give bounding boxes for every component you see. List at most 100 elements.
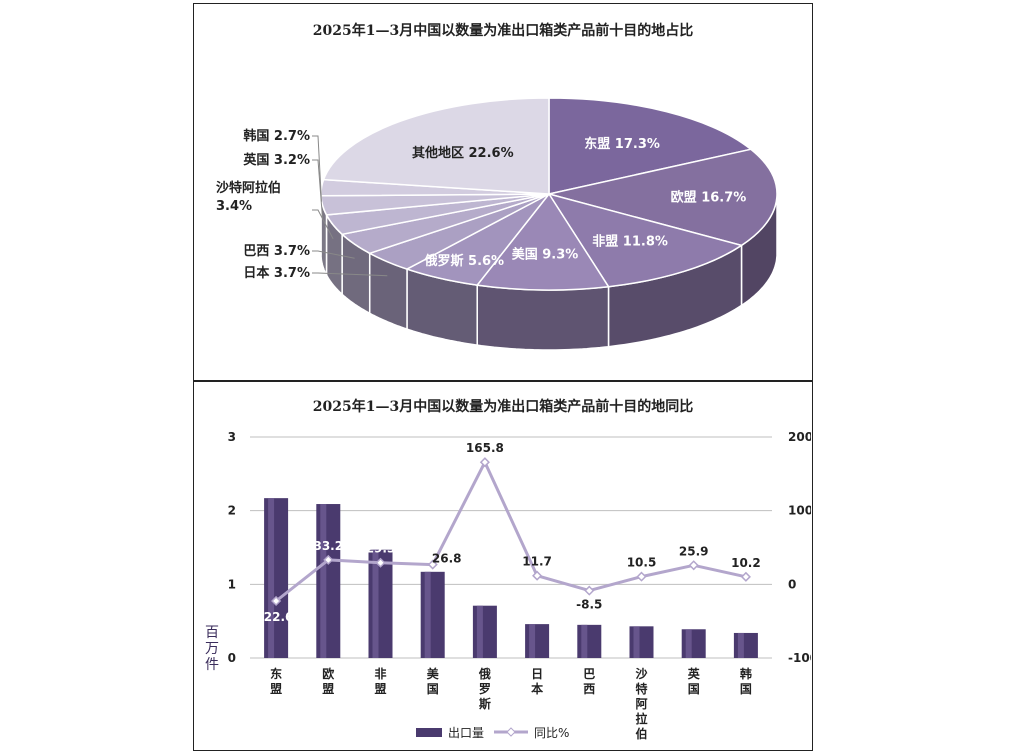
- yoy-marker-沙特阿拉伯: [636, 571, 647, 582]
- bar-highlight-日本: [529, 624, 536, 658]
- bar-highlight-巴西: [581, 624, 588, 658]
- yoy-marker-非盟: [375, 557, 386, 568]
- x-label-俄罗斯: 罗: [479, 681, 491, 696]
- x-label-日本: 本: [531, 681, 543, 696]
- legend-bar-label: 出口量: [448, 726, 484, 740]
- pie-leader-巴西: [312, 250, 355, 259]
- x-label-欧盟: 欧: [322, 666, 334, 681]
- bar-highlight-英国: [685, 629, 692, 658]
- y-axis-label-char: 百: [205, 625, 219, 641]
- x-label-沙特阿拉伯: 阿: [635, 697, 647, 711]
- pie-chart: 东盟 17.3% 欧盟 16.7% 非盟 11.8% 美国 9.3% 俄罗斯 5.6% 日…: [216, 97, 778, 351]
- pie-label-美国: 美国 9.3%: [512, 247, 579, 263]
- yoy-label-沙特阿拉伯: 10.5: [627, 556, 657, 570]
- pie-label-其他地区: 其他地区 22.6%: [412, 145, 514, 161]
- pie-label-英国: 英国 3.2%: [242, 152, 310, 168]
- y-axis-label-char: 万: [205, 641, 219, 657]
- pie-label-俄罗斯: 俄罗斯 5.6%: [424, 253, 505, 269]
- pie-slice-欧盟: [548, 148, 778, 247]
- bar-沙特阿拉伯: [629, 626, 654, 658]
- pie-label-非盟: 非盟 11.8%: [592, 233, 668, 249]
- y-tick-1: 1: [228, 577, 236, 591]
- yoy-line: [275, 460, 747, 603]
- pie-leader-沙特阿拉伯: [312, 209, 334, 240]
- x-label-巴西: 巴: [583, 667, 595, 681]
- yoy-label-英国: 25.9: [679, 544, 709, 558]
- x-label-巴西: 西: [583, 682, 595, 696]
- yoy-marker-欧盟: [323, 554, 334, 565]
- bar-highlight-沙特阿拉伯: [633, 626, 640, 658]
- y2-tick-200: 200: [788, 430, 811, 444]
- bar-英国: [681, 629, 706, 658]
- bar-俄罗斯: [472, 605, 497, 658]
- pie-label-欧盟: 欧盟 16.7%: [671, 190, 747, 206]
- x-label-欧盟: 盟: [322, 682, 334, 696]
- yoy-marker-日本: [532, 570, 543, 581]
- bar-美国: [420, 571, 445, 658]
- legend-bar-swatch: [416, 728, 442, 737]
- x-label-韩国: 韩: [740, 666, 752, 681]
- pie-leader-日本: [312, 272, 388, 277]
- bar-highlight-东盟: [268, 498, 275, 658]
- pie-slice-非盟: [547, 192, 744, 288]
- y2-tick-100: 100: [788, 504, 811, 518]
- bar-highlight-俄罗斯: [476, 605, 483, 658]
- pie-leader-韩国: [312, 135, 322, 202]
- yoy-label-日本: 11.7: [522, 555, 552, 569]
- yoy-label-俄罗斯: 165.8: [466, 441, 504, 455]
- pie-label-日本: 日本 3.7%: [243, 265, 310, 281]
- legend-line-marker: [506, 727, 516, 737]
- bar-欧盟: [316, 504, 341, 658]
- x-label-日本: 日: [531, 667, 543, 681]
- pie-label-沙特阿拉伯-line1: 3.4%: [216, 199, 252, 214]
- yoy-marker-俄罗斯: [479, 457, 490, 468]
- bar-highlight-欧盟: [320, 504, 327, 658]
- yoy-label-巴西: -8.5: [576, 598, 602, 612]
- bar-highlight-非盟: [372, 549, 379, 658]
- x-label-俄罗斯: 俄: [478, 666, 491, 681]
- pie-label-韩国: 韩国 2.7%: [243, 128, 310, 144]
- y-tick-2: 2: [228, 504, 236, 518]
- bar-highlight-韩国: [737, 632, 744, 658]
- bar-日本: [525, 624, 550, 658]
- yoy-label-欧盟: 33.2: [313, 539, 343, 553]
- x-label-非盟: 盟: [374, 682, 386, 696]
- pie-slice-美国: [475, 192, 610, 291]
- yoy-marker-东盟: [271, 595, 282, 607]
- x-label-美国: 国: [427, 682, 439, 696]
- x-label-非盟: 非: [374, 666, 386, 681]
- pie-slice-其他地区: [322, 97, 550, 195]
- y2-tick-0: 0: [788, 577, 796, 591]
- y2-tick--100: -100: [788, 651, 811, 665]
- y-tick-0: 0: [228, 651, 236, 665]
- yoy-label-东盟: -22.6: [259, 610, 294, 624]
- y-axis-label-char: 件: [205, 657, 219, 673]
- yoy-marker-巴西: [584, 585, 595, 596]
- pie-label-巴西: 巴西 3.7%: [243, 244, 310, 259]
- bar-东盟: [264, 498, 289, 658]
- x-label-美国: 美: [427, 666, 440, 681]
- x-label-沙特阿拉伯: 沙: [635, 667, 647, 681]
- pie-label-东盟: 东盟 17.3%: [584, 136, 660, 152]
- x-label-沙特阿拉伯: 特: [635, 681, 647, 696]
- x-label-英国: 国: [688, 682, 700, 696]
- legend-line-label: 同比%: [534, 726, 569, 740]
- combo-chart-panel: 2025年1—3月中国以数量为准出口箱类产品前十目的地同比 0 1 2 3 -100 0 1…: [193, 381, 813, 751]
- x-label-东盟: 盟: [270, 682, 282, 696]
- x-label-韩国: 国: [740, 682, 752, 696]
- yoy-marker-韩国: [740, 571, 751, 582]
- pie-label-沙特阿拉伯-line0: 沙特阿拉伯: [216, 180, 281, 196]
- combo-chart-title: 2025年1—3月中国以数量为准出口箱类产品前十目的地同比: [312, 399, 694, 415]
- bar-韩国: [733, 632, 758, 658]
- pie-side-美国: [476, 284, 610, 351]
- yoy-marker-英国: [688, 560, 699, 571]
- x-label-英国: 英: [688, 666, 701, 681]
- y-tick-3: 3: [228, 430, 236, 444]
- yoy-label-非盟: 29.3: [366, 542, 396, 556]
- x-label-东盟: 东: [270, 666, 282, 681]
- yoy-label-美国: 26.8: [432, 552, 462, 566]
- bar-巴西: [577, 624, 602, 658]
- pie-chart-title: 2025年1—3月中国以数量为准出口箱类产品前十目的地占比: [312, 23, 694, 39]
- pie-chart-panel: 2025年1—3月中国以数量为准出口箱类产品前十目的地占比 东盟 17.3% 欧盟…: [193, 3, 813, 381]
- x-label-沙特阿拉伯: 拉: [635, 711, 647, 726]
